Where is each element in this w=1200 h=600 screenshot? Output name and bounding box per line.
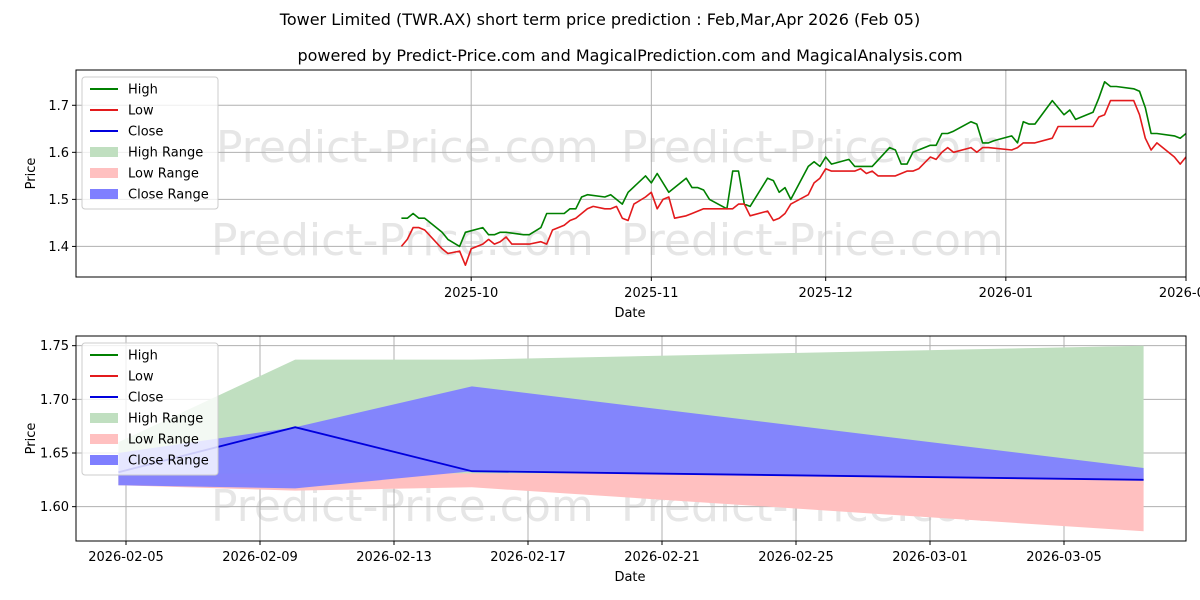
gridlines — [76, 70, 1187, 277]
y-tick-label: 1.5 — [48, 193, 69, 208]
watermark-text: Predict-Price.com — [216, 122, 599, 173]
legend-item-close-range: Close Range — [90, 454, 209, 469]
legend-swatch — [90, 168, 118, 178]
legend-swatch — [90, 413, 118, 423]
y-axis-label: Price — [24, 158, 39, 190]
high-price-line — [401, 81, 1186, 248]
y-axis-label: Price — [24, 423, 39, 455]
legend-item-close: Close — [90, 125, 163, 140]
x-axis-label: Date — [614, 570, 645, 585]
watermark: Predict-Price.com Predict-Price.com Predic… — [211, 122, 1004, 266]
legend-swatch — [90, 147, 118, 157]
x-tick-label: 2026-01 — [979, 286, 1033, 301]
legend-label: Low Range — [128, 167, 199, 182]
x-axis-ticks: 2025-102025-112025-122026-012026-022026-… — [444, 277, 1200, 301]
y-tick-label: 1.75 — [40, 339, 69, 354]
plot-area — [118, 345, 1144, 532]
chart-title: Tower Limited (TWR.AX) short term price … — [279, 10, 920, 29]
x-tick-label: 2026-02-13 — [356, 550, 432, 565]
legend-label: Close — [128, 391, 163, 406]
legend-label: High Range — [128, 146, 203, 161]
watermark-text: Predict-Price.com — [211, 215, 594, 266]
low-price-line — [400, 99, 1186, 266]
legend-item-high-range: High Range — [90, 412, 203, 427]
legend-label: Close Range — [128, 454, 209, 469]
y-tick-label: 1.4 — [48, 240, 69, 255]
legend-label: High — [128, 349, 158, 364]
plot-frame — [75, 69, 1187, 278]
bottom-panel-prediction-zoom: Predict-Price.comPredict-Price.comPredic… — [24, 335, 1187, 585]
x-tick-label: 2025-11 — [624, 286, 678, 301]
x-axis-label: Date — [614, 306, 645, 321]
x-tick-label: 2026-02-05 — [88, 550, 164, 565]
y-axis-ticks: 1.60 1.65 1.70 1.75 — [40, 339, 76, 515]
y-tick-label: 1.65 — [40, 446, 69, 461]
plot-frame — [75, 335, 1187, 542]
legend-label: Close — [128, 125, 163, 140]
legend-label: High — [128, 83, 158, 98]
x-axis-ticks: 2026-02-05 2026-02-09 2026-02-13 2026-02-17… — [88, 541, 1102, 565]
legend-item-low-range: Low Range — [90, 167, 199, 182]
legend-label: Low — [128, 370, 154, 385]
x-tick-label: 2026-02 — [1159, 286, 1200, 301]
watermark-text: Predict-Price.com — [621, 215, 1004, 266]
legend-label: Close Range — [128, 188, 209, 203]
legend-item-low: Low — [90, 370, 154, 385]
legend-swatch — [90, 455, 118, 465]
y-axis-ticks: 1.4 1.5 1.6 1.7 — [48, 99, 76, 255]
y-tick-label: 1.6 — [48, 146, 69, 161]
x-tick-label: 2026-02-25 — [758, 550, 834, 565]
legend-item-high: High — [90, 83, 158, 98]
top-panel-history-and-prediction: Predict-Price.com Predict-Price.com Predic… — [24, 69, 1200, 321]
x-tick-label: 2026-02-09 — [222, 550, 298, 565]
close-range-band — [118, 386, 1144, 489]
watermark-text: Predict-Price.com — [621, 122, 1004, 173]
legend-item-high: High — [90, 349, 158, 364]
x-tick-label: 2026-02-17 — [490, 550, 566, 565]
legend-item-low-range: Low Range — [90, 433, 199, 448]
x-tick-label: 2026-03-05 — [1026, 550, 1102, 565]
x-tick-label: 2025-12 — [799, 286, 853, 301]
legend-label: Low Range — [128, 433, 199, 448]
legend-item-low: Low — [90, 104, 154, 119]
y-tick-label: 1.60 — [40, 500, 69, 515]
legend-label: High Range — [128, 412, 203, 427]
x-tick-label: 2025-10 — [444, 286, 498, 301]
y-tick-label: 1.7 — [48, 99, 69, 114]
chart-subtitle: powered by Predict-Price.com and Magical… — [297, 46, 962, 65]
legend-swatch — [90, 434, 118, 444]
low-range-band — [118, 473, 1144, 532]
legend-label: Low — [128, 104, 154, 119]
legend-item-high-range: High Range — [90, 146, 203, 161]
y-tick-label: 1.70 — [40, 393, 69, 408]
x-tick-label: 2026-02-21 — [624, 550, 700, 565]
legend-swatch — [90, 189, 118, 199]
legend: High Low Close High Range Low Range Close Ran… — [81, 76, 219, 210]
legend-item-close-range: Close Range — [90, 188, 209, 203]
x-tick-label: 2026-03-01 — [892, 550, 968, 565]
legend-item-close: Close — [90, 391, 163, 406]
plot-area — [400, 81, 1186, 266]
legend: High Low Close High Range Low Range Close Ran… — [81, 342, 219, 476]
